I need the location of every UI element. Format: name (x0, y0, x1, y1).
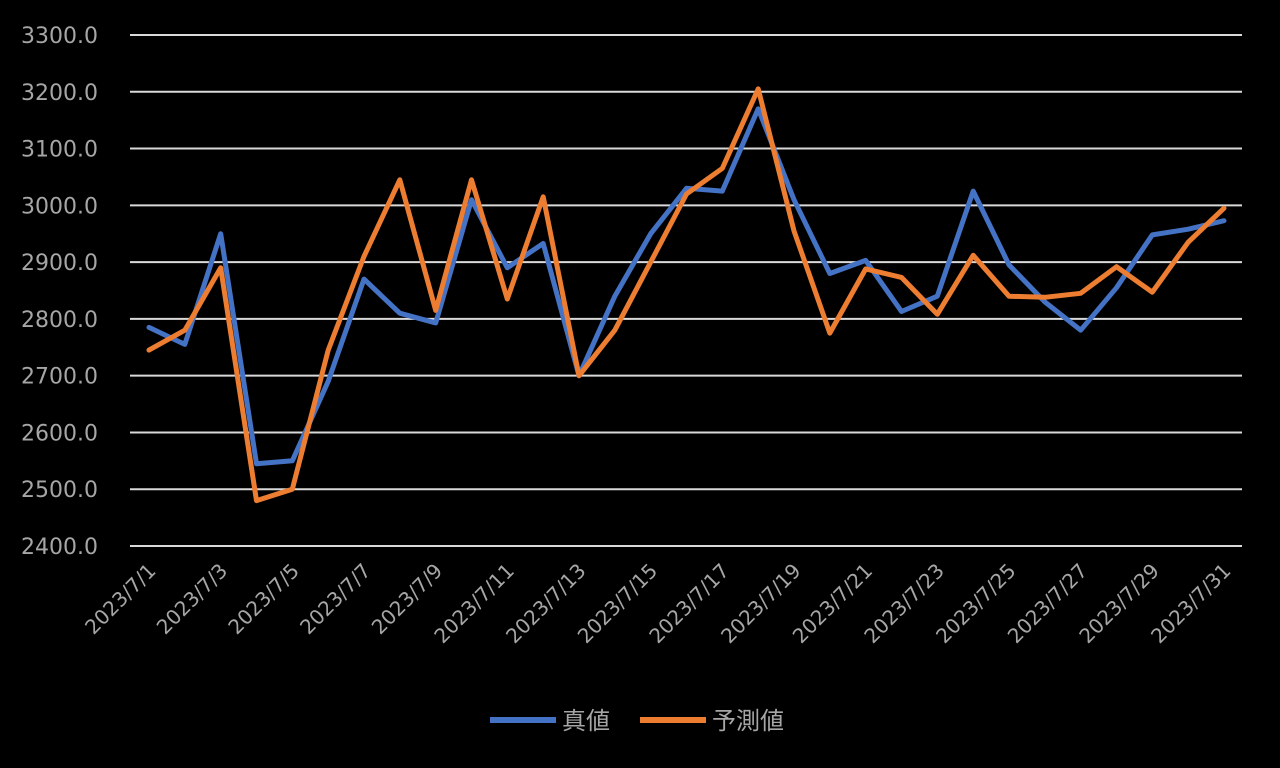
x-tick-label: 2023/7/1 (80, 559, 160, 639)
y-tick-label: 2700.0 (21, 365, 98, 390)
y-tick-label: 3300.0 (21, 24, 98, 49)
x-tick-label: 2023/7/7 (295, 559, 375, 639)
x-tick-label: 2023/7/5 (223, 559, 303, 639)
y-tick-label: 3200.0 (21, 81, 98, 106)
y-axis: 2400.0 2500.0 2600.0 2700.0 2800.0 2900.0 3000… (21, 24, 98, 560)
y-tick-label: 2500.0 (21, 478, 98, 503)
x-tick-label: 2023/7/3 (152, 559, 232, 639)
x-axis: 2023/7/12023/7/32023/7/52023/7/72023/7/9… (80, 559, 1235, 648)
series-lines (146, 86, 1227, 504)
y-tick-label: 3100.0 (21, 138, 98, 163)
legend-label: 真値 (562, 707, 610, 735)
y-tick-label: 2600.0 (21, 421, 98, 446)
series-line-2 (146, 86, 1227, 504)
y-tick-label: 2800.0 (21, 308, 98, 333)
series-line-1 (146, 106, 1227, 467)
legend: 真値 予測値 (490, 707, 784, 735)
y-tick-label: 3000.0 (21, 194, 98, 219)
legend-label: 予測値 (712, 707, 784, 735)
y-tick-label: 2900.0 (21, 251, 98, 276)
y-tick-label: 2400.0 (21, 535, 98, 560)
gridlines (130, 34, 1242, 547)
